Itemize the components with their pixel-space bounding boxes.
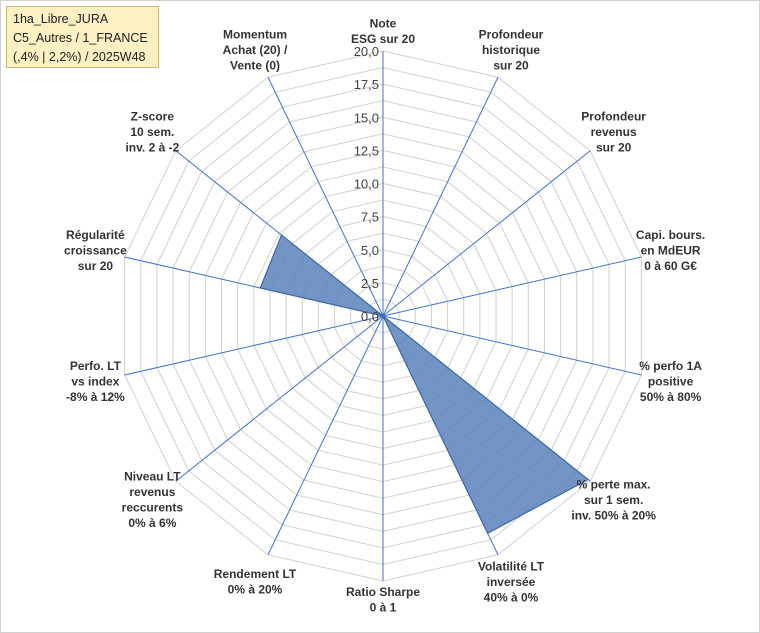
tick-label-3: 7,5 xyxy=(361,210,379,225)
tick-label-4: 10,0 xyxy=(354,177,379,192)
spoke-13 xyxy=(267,77,384,317)
tick-label-2: 5,0 xyxy=(361,243,379,258)
fund-info-box: 1ha_Libre_JURA C5_Autres / 1_FRANCE (,4%… xyxy=(6,6,159,68)
tick-label-8: 20,0 xyxy=(354,44,379,59)
radial-tick-labels: 0,0 2,5 5,0 7,5 10,0 12,5 15,0 17,5 20,0 xyxy=(354,44,379,324)
axis-label-2: Profondeur revenus sur 20 xyxy=(581,110,646,155)
fund-period: (,4% | 2,2%) / 2025W48 xyxy=(13,50,146,64)
axis-label-12: Z-score 10 sem. inv. 2 à -2 xyxy=(125,110,179,155)
axis-label-7: Ratio Sharpe 0 à 1 xyxy=(346,585,420,615)
radar-series xyxy=(259,234,590,535)
axis-label-9: Niveau LT revenus reccurents 0% à 6% xyxy=(122,470,184,531)
tick-label-1: 2,5 xyxy=(361,276,379,291)
axis-label-0: Note ESG sur 20 xyxy=(351,17,415,47)
axis-label-3: Capi. bours. en MdEUR 0 à 60 G€ xyxy=(636,228,705,273)
tick-label-5: 12,5 xyxy=(354,143,379,158)
axis-label-1: Profondeur historique sur 20 xyxy=(479,28,544,73)
fund-category: C5_Autres / 1_FRANCE xyxy=(13,31,148,45)
spoke-10 xyxy=(124,315,384,376)
axis-label-6: Volatilité LT inversée 40% à 0% xyxy=(478,559,545,604)
axis-labels: Note ESG sur 20 Profondeur historique sur 20… xyxy=(64,17,705,615)
tick-label-7: 17,5 xyxy=(354,77,379,92)
tick-label-0: 0,0 xyxy=(361,309,379,324)
axis-label-4: % perfo 1A positive 50% à 80% xyxy=(639,359,702,404)
spoke-9 xyxy=(175,315,384,482)
axis-label-8: Rendement LT 0% à 20% xyxy=(214,567,297,597)
axis-label-13: Momentum Achat (20) / Vente (0) xyxy=(223,28,288,73)
spoke-3 xyxy=(382,256,642,317)
axis-label-10: Perfo. LT vs index -8% à 12% xyxy=(66,359,125,404)
fund-name: 1ha_Libre_JURA xyxy=(13,12,109,26)
spoke-1 xyxy=(382,77,499,317)
tick-label-6: 15,0 xyxy=(354,110,379,125)
spoke-4 xyxy=(382,315,642,376)
spoke-2 xyxy=(382,150,591,317)
spoke-8 xyxy=(267,315,384,555)
axis-label-5: % perte max. sur 1 sem. inv. 50% à 20% xyxy=(571,477,656,522)
axis-label-11: Régularité croissance sur 20 xyxy=(64,228,127,273)
